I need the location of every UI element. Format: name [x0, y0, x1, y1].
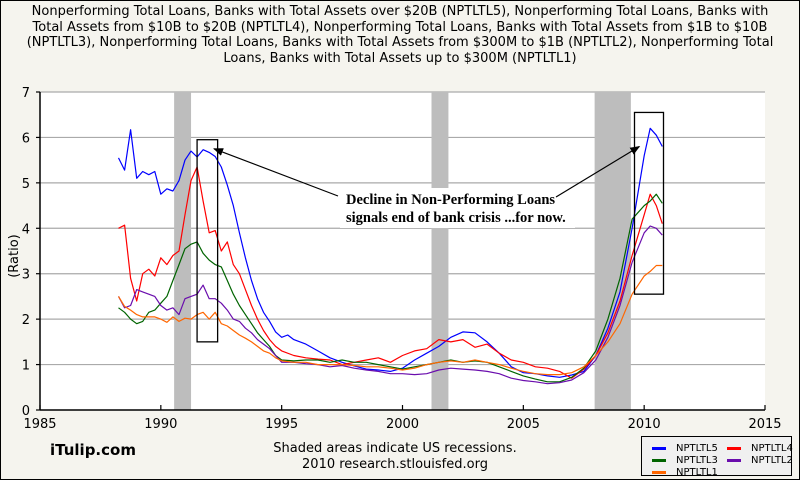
legend-item-nptltl1: NPTLTL1	[652, 466, 718, 478]
x-tick-label: 1990	[144, 417, 177, 432]
x-tick-label: 2005	[507, 417, 540, 432]
brand-label: iTulip.com	[50, 441, 136, 459]
highlight-boxes	[196, 111, 665, 343]
y-tick-label: 5	[22, 177, 30, 192]
annotation-arrow	[555, 145, 641, 198]
legend-item-nptltl4: NPTLTL4	[727, 442, 793, 454]
legend-item-nptltl2: NPTLTL2	[727, 454, 793, 466]
legend-swatch	[727, 446, 741, 450]
annotation-arrow	[213, 148, 339, 197]
series-layer	[117, 127, 663, 385]
y-axis-label: (Ratio)	[7, 234, 22, 278]
y-tick-label: 2	[22, 313, 30, 328]
series-line-nptltl5	[117, 127, 663, 378]
recession-band	[594, 92, 631, 410]
recession-shading-layer	[174, 92, 631, 410]
legend-swatch	[652, 446, 666, 450]
chart-title: Nonperforming Total Loans, Banks with To…	[26, 4, 774, 66]
y-tick-label: 3	[22, 268, 30, 283]
x-tick-label: 2015	[748, 417, 781, 432]
series-line-nptltl4	[118, 166, 663, 379]
annotation-line-2: signals end of bank crisis ...for now.	[346, 210, 566, 226]
recession-band	[174, 92, 192, 410]
x-tick-label: 2000	[386, 417, 419, 432]
source-note-line-1: Shaded areas indicate US recessions.	[273, 441, 517, 456]
y-tick-label: 6	[22, 131, 30, 146]
y-tick-label: 1	[22, 359, 30, 374]
annotation-background	[340, 188, 575, 228]
y-tick-label: 7	[22, 86, 30, 101]
annotation-line-1: Decline in Non-Performing Loans	[346, 192, 555, 208]
legend: NPTLTL5 NPTLTL4 NPTLTL3 NPTLTL2 NPTLTL1	[641, 436, 793, 478]
plot-background	[40, 92, 765, 410]
highlight-box	[633, 111, 665, 295]
legend-item-nptltl3: NPTLTL3	[652, 454, 718, 466]
gridlines	[40, 91, 765, 366]
x-tick-label: 2010	[628, 417, 661, 432]
legend-swatch	[652, 458, 666, 462]
y-tick-label: 0	[22, 404, 30, 419]
highlight-box	[196, 139, 219, 343]
source-note-line-2: 2010 research.stlouisfed.org	[302, 457, 488, 472]
legend-label: NPTLTL4	[751, 442, 793, 454]
legend-label: NPTLTL2	[751, 454, 793, 466]
series-line-nptltl3	[118, 193, 663, 383]
series-line-nptltl1	[117, 264, 663, 376]
source-note: Shaded areas indicate US recessions. 201…	[250, 441, 540, 473]
legend-label: NPTLTL1	[676, 466, 718, 478]
legend-item-nptltl5: NPTLTL5	[652, 442, 718, 454]
legend-label: NPTLTL5	[676, 442, 718, 454]
x-tick-label: 1995	[265, 417, 298, 432]
y-tick-label: 4	[22, 222, 30, 237]
annotation-layer: Decline in Non-Performing Loans signals …	[213, 145, 641, 228]
x-tick-label: 1985	[23, 417, 56, 432]
recession-band	[431, 92, 449, 410]
legend-swatch	[727, 458, 741, 462]
legend-label: NPTLTL3	[676, 454, 718, 466]
axes: 0 1 2 3 4 5 6 7 1985 1990 1995 2000 2005 2010 2015	[22, 86, 782, 432]
legend-swatch	[652, 470, 666, 474]
